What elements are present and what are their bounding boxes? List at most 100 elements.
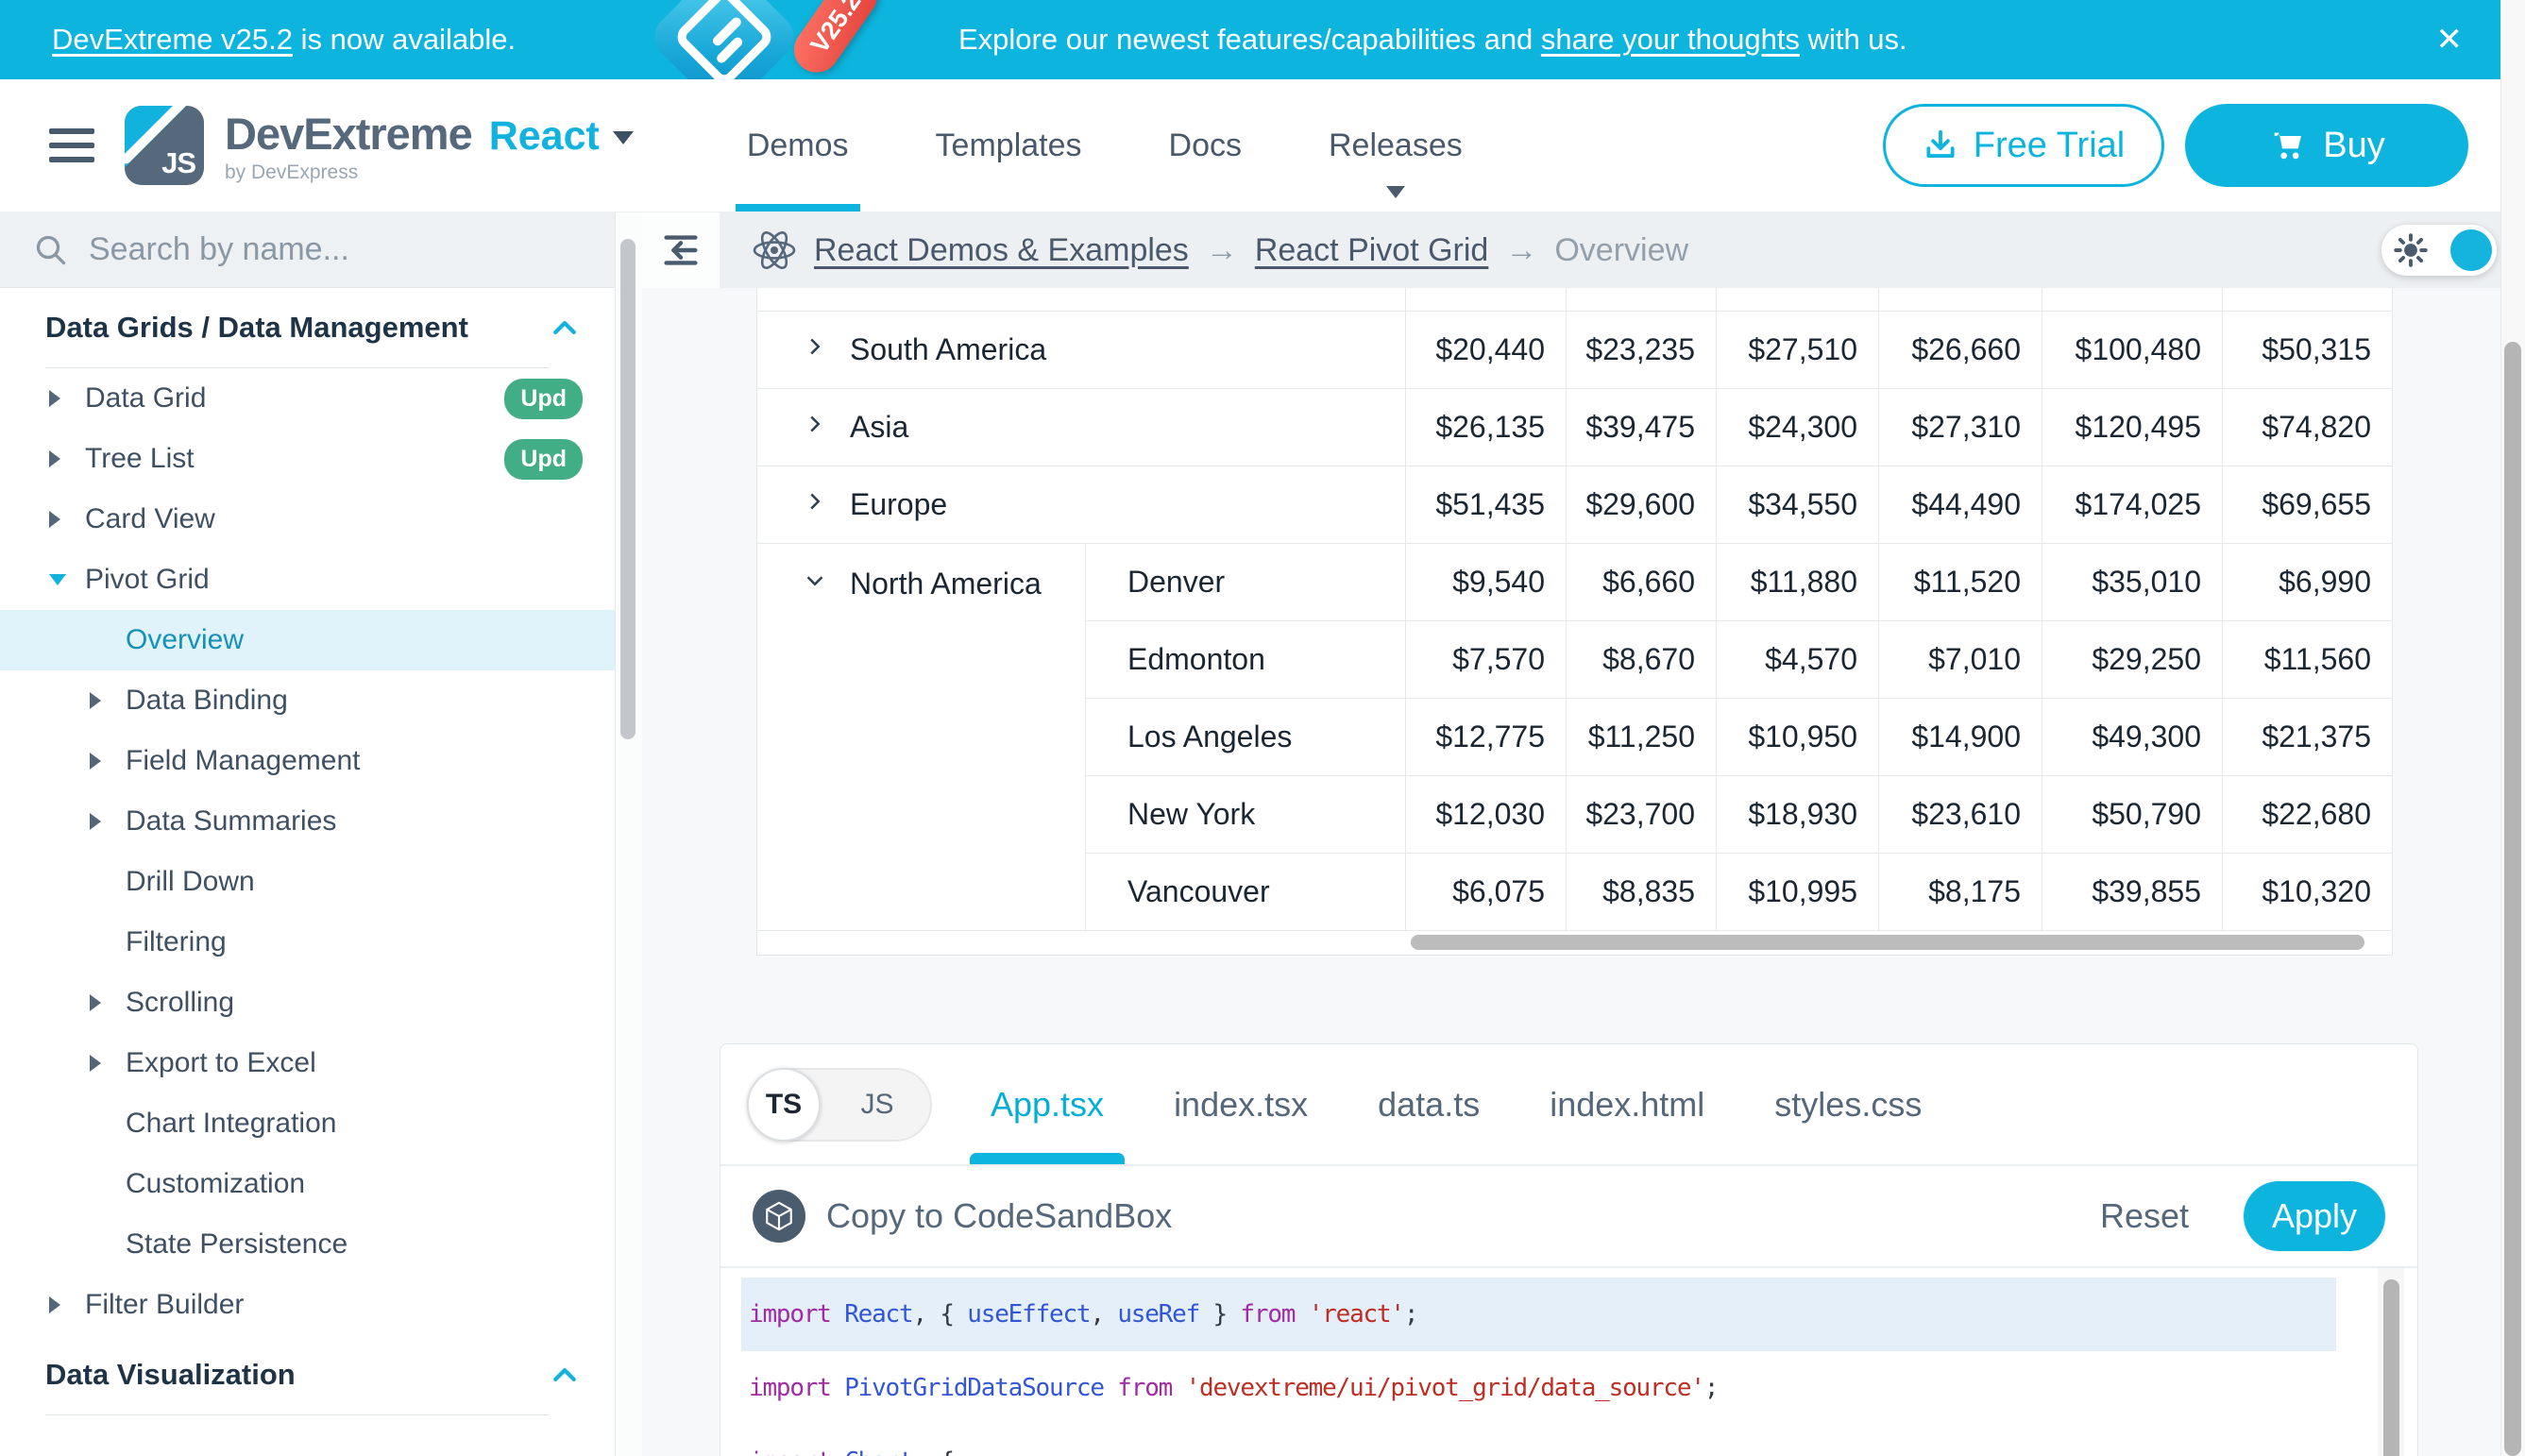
sidebar-item-pivot-grid[interactable]: Pivot Grid (0, 550, 615, 610)
pivot-value-cell: $44,490 (1878, 466, 2042, 544)
pivot-region-row[interactable]: Asia (757, 389, 1405, 466)
code-token: import (749, 1374, 845, 1402)
framework-selector[interactable]: React (488, 112, 600, 159)
tab-index-tsx[interactable]: index.tsx (1174, 1044, 1308, 1164)
updated-badge: Upd (504, 378, 583, 419)
sidebar-item-data-summaries[interactable]: Data Summaries (0, 791, 615, 852)
code-token: import (749, 1300, 845, 1329)
nav-item-templates[interactable]: Templates (936, 79, 1082, 212)
pivot-region-label: South America (850, 332, 1047, 366)
expand-chevron-icon[interactable] (801, 410, 829, 446)
language-active[interactable]: TS (747, 1067, 821, 1142)
pivot-value-cell: $4,570 (1716, 621, 1878, 699)
banner-release-link[interactable]: DevExtreme v25.2 (52, 23, 293, 56)
code-editor[interactable]: import React, { useEffect, useRef } from… (720, 1268, 2417, 1456)
pivot-value-cell: $12,030 (1405, 776, 1566, 854)
expand-chevron-icon[interactable] (801, 487, 829, 523)
banner-release-suffix: is now available. (293, 23, 517, 56)
chevron-up-icon (553, 1368, 576, 1381)
code-scrollbar-thumb[interactable] (2383, 1279, 2399, 1456)
nav-item-docs[interactable]: Docs (1169, 79, 1242, 212)
collapse-sidebar-button[interactable] (642, 212, 720, 288)
pivot-value-cell (1566, 288, 1716, 312)
hamburger-menu-icon[interactable] (49, 128, 94, 162)
sidebar-item-filter-builder[interactable]: Filter Builder (0, 1275, 615, 1335)
sidebar-item-data-binding[interactable]: Data Binding (0, 670, 615, 731)
sidebar-item-customization[interactable]: Customization (0, 1154, 615, 1214)
breadcrumb-link-demos[interactable]: React Demos & Examples (814, 231, 1189, 268)
tab-app-tsx[interactable]: App.tsx (969, 1044, 1126, 1164)
pivot-value-cell: $8,670 (1566, 621, 1716, 699)
sidebar-item-field-management[interactable]: Field Management (0, 731, 615, 791)
apply-button[interactable]: Apply (2244, 1181, 2385, 1251)
sidebar-item-scrolling[interactable]: Scrolling (0, 973, 615, 1033)
sidebar-scrollbar-thumb[interactable] (620, 239, 635, 739)
pivot-value-cell (1716, 288, 1878, 312)
pivot-value-cell: $34,550 (1716, 466, 1878, 544)
pivot-value-cell: $35,010 (2042, 544, 2222, 621)
theme-toggle-knob[interactable] (2450, 229, 2492, 271)
sidebar-item-export-to-excel[interactable]: Export to Excel (0, 1033, 615, 1093)
sidebar-section-data-grids-data-management[interactable]: Data Grids / Data Management (0, 288, 615, 367)
pivot-region-row[interactable]: Europe (757, 466, 1405, 544)
tab-index-html[interactable]: index.html (1550, 1044, 1704, 1164)
sidebar-section-data-visualization[interactable]: Data Visualization (0, 1335, 615, 1414)
expand-chevron-icon[interactable] (801, 332, 829, 368)
chevron-right-icon (90, 813, 126, 830)
sidebar-item-card-view[interactable]: Card View (0, 489, 615, 550)
banner-close-icon[interactable]: ✕ (2435, 22, 2464, 58)
pivot-horizontal-scrollbar[interactable] (1411, 935, 2364, 950)
brand-logo[interactable]: JS DevExtreme React by DevExpress (125, 106, 634, 185)
pivot-value-cell: $39,855 (2042, 854, 2222, 931)
sidebar-item-label: Customization (126, 1168, 306, 1199)
releases-caret-icon (1385, 186, 1405, 198)
tab-data-ts[interactable]: data.ts (1378, 1044, 1480, 1164)
nav-item-demos[interactable]: Demos (735, 79, 860, 212)
sidebar-item-filtering[interactable]: Filtering (0, 912, 615, 973)
tab-label: data.ts (1378, 1084, 1481, 1124)
sidebar-item-overview[interactable]: Overview (0, 610, 615, 670)
sidebar-item-tree-list[interactable]: Tree List Upd (0, 429, 615, 489)
pivot-value-cell: $27,510 (1716, 312, 1878, 389)
cart-icon (2274, 132, 2302, 160)
code-token: PivotGridDataSource (844, 1374, 1105, 1402)
page-scrollbar-thumb[interactable] (2504, 342, 2521, 1456)
reset-button[interactable]: Reset (2099, 1196, 2189, 1235)
language-switch[interactable]: TS JS (747, 1067, 932, 1142)
code-token: import (749, 1448, 844, 1456)
pivot-value-cell: $6,075 (1405, 854, 1566, 931)
breadcrumb-link-pivot-grid[interactable]: React Pivot Grid (1254, 231, 1489, 268)
search-input[interactable] (89, 231, 523, 268)
pivot-value-cell: $23,700 (1566, 776, 1716, 854)
pivot-region-label: Asia (850, 410, 909, 444)
copy-to-codesandbox-button[interactable]: Copy to CodeSandBox (826, 1196, 1173, 1235)
pivot-region-label: Europe (850, 487, 948, 521)
pivot-region-row[interactable]: South America (757, 312, 1405, 389)
language-alt[interactable]: JS (860, 1088, 894, 1120)
framework-caret-icon[interactable] (612, 131, 634, 144)
collapse-chevron-icon[interactable] (801, 567, 829, 602)
sidebar-item-data-grid[interactable]: Data Grid Upd (0, 368, 615, 429)
pivot-value-cell: $12,775 (1405, 699, 1566, 776)
tab-styles-css[interactable]: styles.css (1774, 1044, 1922, 1164)
nav-item-label: Demos (746, 127, 849, 163)
banner-release-text: DevExtreme v25.2 is now available. (52, 23, 516, 57)
codesandbox-icon[interactable] (753, 1190, 805, 1243)
sidebar-item-state-persistence[interactable]: State Persistence (0, 1214, 615, 1275)
code-tab-row: TS JS App.tsx index.tsx data.ts index.html s… (720, 1044, 2417, 1164)
sidebar-item-label: Data Binding (126, 685, 288, 716)
download-icon (1926, 129, 1955, 158)
sidebar-item-label: Card View (85, 503, 215, 534)
sidebar-item-drill-down[interactable]: Drill Down (0, 852, 615, 912)
nav-item-releases[interactable]: Releases (1329, 79, 1463, 212)
share-thoughts-link[interactable]: share your thoughts (1540, 23, 1800, 56)
pivot-region-row-expanded[interactable]: North America (757, 544, 1085, 931)
sidebar-item-label: Drill Down (126, 866, 255, 897)
theme-toggle[interactable] (2381, 225, 2497, 276)
buy-button[interactable]: Buy (2185, 104, 2468, 187)
pivot-value-cell: $23,235 (1566, 312, 1716, 389)
sidebar-item-chart-integration[interactable]: Chart Integration (0, 1093, 615, 1154)
free-trial-button[interactable]: Free Trial (1883, 104, 2164, 187)
banner-message-post: with us. (1799, 23, 1907, 56)
pivot-value-cell: $8,175 (1878, 854, 2042, 931)
